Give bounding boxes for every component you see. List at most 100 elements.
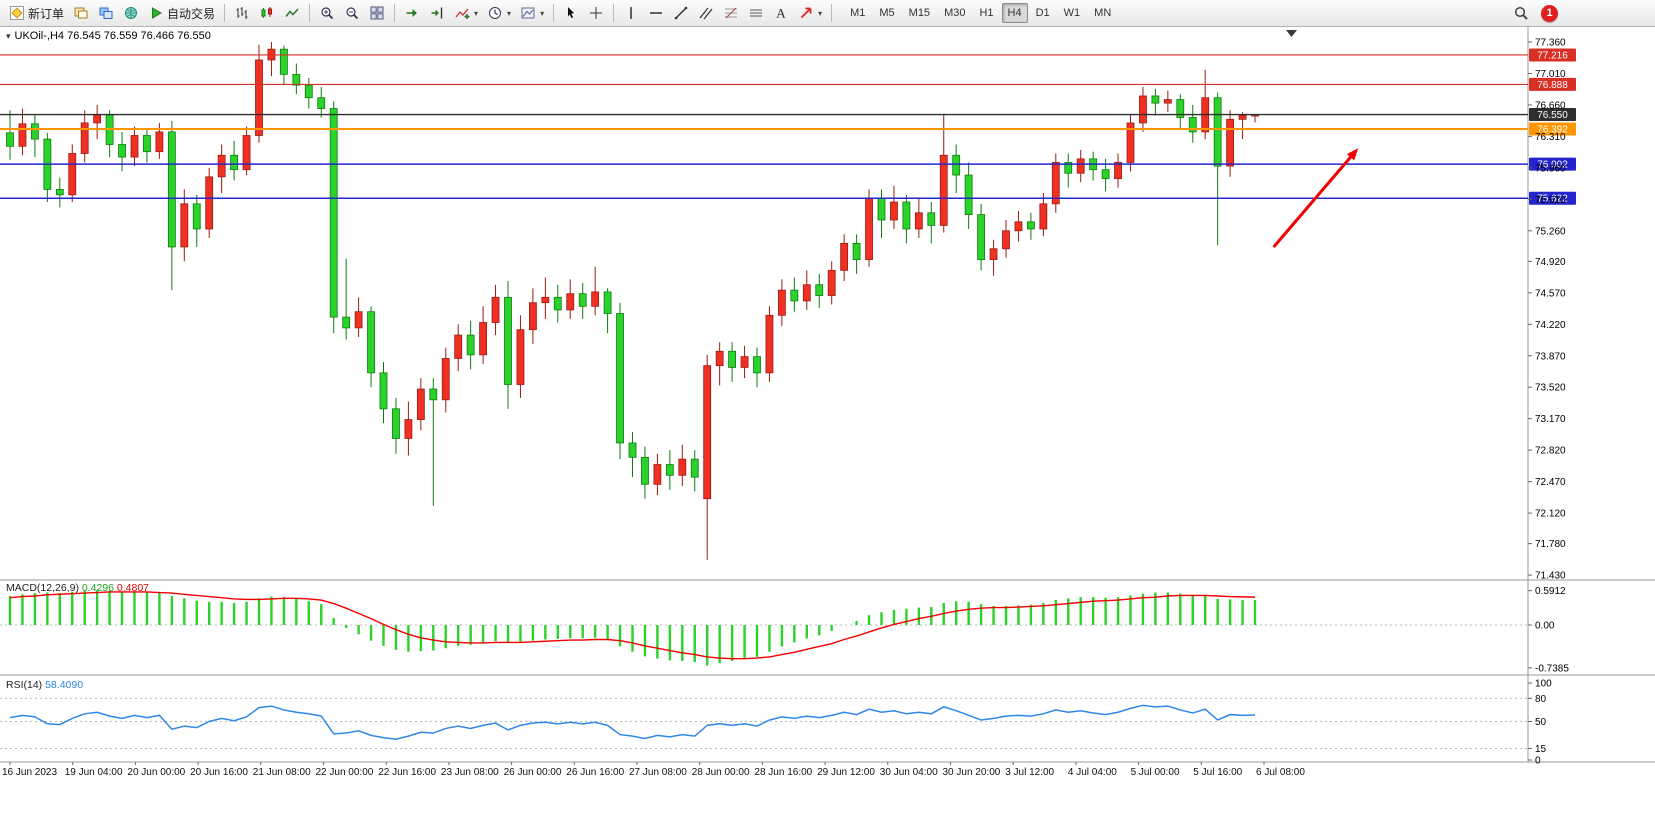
textA-icon: A [773, 5, 789, 21]
candle [255, 59, 263, 136]
toolbar-right: 1 [1513, 4, 1558, 22]
timeframe-m15[interactable]: M15 [908, 7, 931, 19]
candle [1051, 162, 1060, 205]
arrowmark-icon [798, 5, 814, 21]
one-click-trading-toggle[interactable]: ▾ [6, 30, 11, 41]
text-button[interactable]: A [769, 2, 793, 24]
candle [1213, 97, 1222, 167]
channel-button[interactable] [694, 2, 718, 24]
market-watch-button[interactable] [119, 2, 143, 24]
candle [217, 154, 226, 178]
arrows-button[interactable]: ▾ [794, 2, 826, 24]
candle [1039, 203, 1048, 230]
chartshift-icon [429, 5, 445, 21]
crosshair-button[interactable] [584, 2, 608, 24]
timeframe-m5[interactable]: M5 [879, 7, 895, 19]
shapes-button[interactable] [744, 2, 768, 24]
candle [317, 97, 326, 109]
auto-scroll-button[interactable] [400, 2, 424, 24]
zoom-in-button[interactable] [315, 2, 339, 24]
price-badge-label: 76.888 [1537, 80, 1568, 91]
candle [1014, 221, 1023, 232]
timeframe-h4[interactable]: H4 [1001, 3, 1028, 23]
candle [827, 269, 836, 296]
bar-chart-button[interactable] [230, 2, 254, 24]
cursor-button[interactable] [559, 2, 583, 24]
candle [1076, 158, 1085, 174]
horizontal-line-button[interactable] [644, 2, 668, 24]
candle [703, 365, 712, 500]
timeframe-m30[interactable]: M30 [944, 7, 966, 19]
fibonacci-button[interactable] [719, 2, 743, 24]
price-badge [1529, 48, 1576, 62]
arrow-annotation[interactable] [1272, 153, 1355, 248]
dropdown-caret-icon: ▾ [540, 8, 545, 18]
trendline-icon [673, 5, 689, 21]
candle [230, 154, 239, 171]
price-tick-label: 75.960 [1535, 163, 1566, 174]
autotrade-button[interactable]: 自动交易 [144, 2, 219, 24]
price-tick-label: 77.010 [1535, 69, 1566, 80]
profiles-button[interactable] [94, 2, 118, 24]
timeframe-m1[interactable]: M1 [850, 7, 866, 19]
line-chart-button[interactable] [280, 2, 304, 24]
time-axis-label: 21 Jun 08:00 [253, 767, 311, 778]
cascade-blue-icon [98, 5, 114, 21]
macd-tick-label: 0.00 [1535, 621, 1555, 632]
candle [529, 302, 537, 331]
hline-icon [648, 5, 664, 21]
periods-button[interactable]: ▾ [483, 2, 515, 24]
zoom-out-button[interactable] [340, 2, 364, 24]
candle [890, 201, 898, 221]
candle [578, 293, 587, 307]
timeframe-d1[interactable]: D1 [1035, 7, 1050, 19]
new-order-icon [9, 5, 25, 21]
candles-icon [259, 5, 275, 21]
candle [715, 350, 724, 367]
timeframe-mn[interactable]: MN [1094, 7, 1112, 19]
autotrade-button-label: 自动交易 [167, 6, 216, 21]
candle [279, 48, 288, 75]
candlestick-chart-button[interactable] [255, 2, 279, 24]
time-axis-label: 28 Jun 16:00 [754, 767, 812, 778]
candle [566, 293, 575, 311]
play-green-icon [148, 5, 164, 21]
trendline-button[interactable] [669, 2, 693, 24]
price-tick-label: 75.260 [1535, 226, 1566, 237]
candle [1176, 99, 1185, 118]
chart-shift-button[interactable] [425, 2, 449, 24]
timeframe-w1[interactable]: W1 [1063, 7, 1081, 19]
search-icon[interactable] [1513, 5, 1529, 21]
time-axis-label: 20 Jun 16:00 [190, 767, 248, 778]
candle [1188, 117, 1197, 133]
indicators-button[interactable]: ▾ [450, 2, 482, 24]
candle [678, 458, 687, 476]
candle [989, 248, 998, 260]
toolbar: 新订单 自动交易 ▾ ▾ ▾ A ▾ M1 M5 M15 M30 H1 H4 D1 W1 MN 1 [0, 0, 1655, 27]
candle [591, 291, 600, 307]
price-badge [1529, 108, 1576, 122]
timeframe-h1[interactable]: H1 [979, 7, 994, 19]
templates-button[interactable]: ▾ [516, 2, 548, 24]
candle [1139, 95, 1147, 124]
toolbar-separator [309, 4, 311, 22]
chart-canvas[interactable]: 77.216 76.888 76.550 76.392 76.002 75.622 77.3… [0, 27, 1655, 831]
time-axis-label: 29 Jun 12:00 [817, 767, 875, 778]
candle [354, 311, 363, 329]
price-tick-label: 74.920 [1535, 257, 1566, 268]
time-axis-label: 5 Jul 16:00 [1193, 767, 1242, 778]
new-chart-button[interactable] [69, 2, 93, 24]
time-axis-label: 20 Jun 00:00 [127, 767, 185, 778]
tile-windows-button[interactable] [365, 2, 389, 24]
chart-shift-marker[interactable] [1286, 30, 1297, 37]
candle [6, 132, 14, 147]
candle [68, 153, 77, 196]
candle [205, 176, 214, 230]
new-order-button[interactable]: 新订单 [5, 2, 68, 24]
vertical-line-button[interactable] [619, 2, 643, 24]
toolbar-separator [553, 4, 555, 22]
candle [130, 135, 139, 158]
notification-badge[interactable]: 1 [1541, 4, 1558, 22]
candle [877, 198, 886, 221]
candle [541, 296, 550, 304]
